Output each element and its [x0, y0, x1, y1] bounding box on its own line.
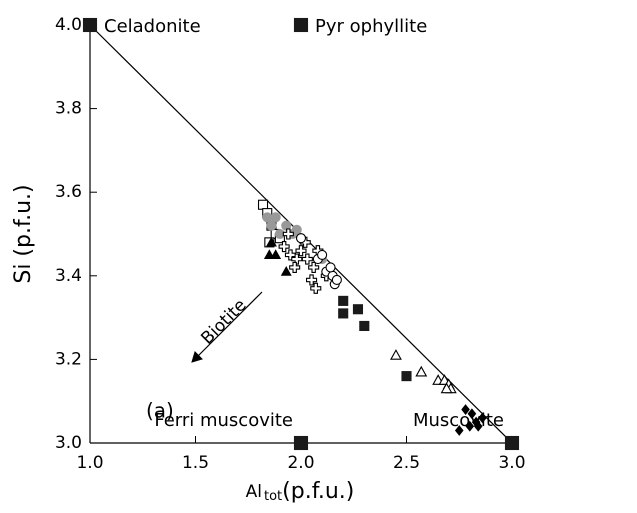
endmember-label: Pyr ophyllite — [315, 16, 427, 37]
endmember-label: Celadonite — [104, 16, 201, 37]
diamond-marker — [461, 404, 470, 415]
diamond-marker — [454, 425, 464, 436]
diamond-marker — [478, 412, 487, 424]
biotite-arrow — [193, 291, 263, 361]
endmember-label: Ferri muscovite — [154, 410, 293, 431]
x-axis-label: Al tot(p.f.u.) — [246, 479, 355, 504]
cross-marker — [310, 282, 322, 294]
square-marker — [257, 199, 269, 210]
square-marker — [293, 17, 309, 33]
y-tick-label: 3.6 — [55, 182, 82, 202]
square-marker — [82, 17, 98, 33]
y-tick-label: 3.8 — [55, 99, 82, 119]
square-marker — [401, 371, 412, 382]
biotite-label: Biotite — [197, 295, 250, 348]
triangle-marker — [415, 365, 428, 377]
y-tick-label: 3.2 — [55, 349, 82, 369]
circle-marker — [295, 233, 307, 244]
y-tick-label: 3.4 — [55, 266, 82, 286]
triangle-marker — [263, 249, 275, 260]
circle-marker — [331, 274, 342, 286]
circle-marker — [270, 212, 281, 223]
triangle-marker — [266, 236, 277, 247]
square-marker — [352, 304, 364, 315]
triangle-marker — [440, 382, 453, 394]
square-marker — [293, 435, 309, 451]
square-marker — [338, 308, 349, 319]
x-tick-label: 1.5 — [182, 453, 209, 473]
triangle-marker — [390, 349, 402, 360]
cross-marker — [282, 228, 294, 240]
square-marker — [504, 435, 520, 451]
circle-marker — [291, 224, 302, 235]
y-tick-label: 4.0 — [55, 15, 82, 35]
x-tick-label: 1.0 — [76, 453, 103, 473]
triangle-marker — [270, 249, 282, 260]
x-label-sub: tot — [264, 489, 282, 504]
cross-marker — [301, 253, 313, 265]
cross-marker — [295, 245, 307, 257]
x-label-unit: (p.f.u.) — [282, 479, 354, 504]
x-tick-label: 2.0 — [287, 453, 314, 473]
circle-marker — [262, 212, 273, 223]
square-marker — [338, 295, 349, 306]
y-tick-label: 3.0 — [55, 433, 82, 453]
cross-marker — [306, 274, 318, 286]
cross-marker — [289, 261, 301, 273]
circle-marker — [317, 249, 328, 260]
cross-marker — [278, 240, 290, 253]
diamond-marker — [473, 420, 483, 432]
triangle-marker — [280, 265, 292, 276]
x-label-main: Al — [246, 482, 262, 502]
circle-marker — [266, 220, 277, 231]
cross-marker — [308, 261, 320, 273]
diamond-marker — [467, 408, 477, 420]
x-tick-label: 2.5 — [393, 453, 420, 473]
biotite-arrowhead — [191, 351, 203, 363]
cross-marker — [291, 253, 303, 265]
y-axis-label: Si (p.f.u.) — [11, 184, 36, 283]
x-tick-label: 3.0 — [498, 453, 525, 473]
square-marker — [359, 320, 370, 332]
circle-marker — [325, 262, 336, 273]
diamond-marker — [465, 420, 475, 432]
panel-label: (a) — [146, 399, 174, 423]
